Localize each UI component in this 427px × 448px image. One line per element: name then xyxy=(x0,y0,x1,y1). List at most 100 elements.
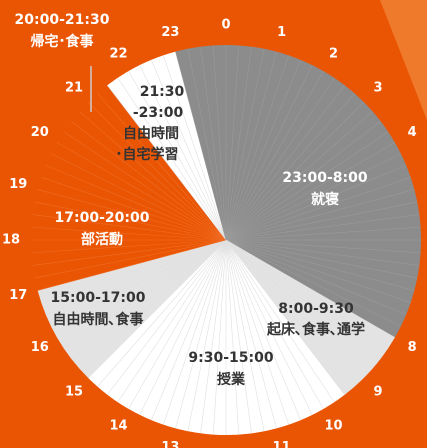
gridline xyxy=(50,239,227,327)
gridline xyxy=(34,201,227,241)
gridline xyxy=(97,93,227,241)
gridline xyxy=(225,239,335,403)
hour-label: 14 xyxy=(109,419,127,434)
segment-free2 xyxy=(107,51,226,240)
gridline xyxy=(225,239,389,349)
gridline xyxy=(32,214,227,241)
gridline xyxy=(107,85,227,241)
hour-label: 23 xyxy=(161,25,179,40)
gridline xyxy=(45,239,227,315)
segment-free1 xyxy=(37,240,226,378)
gridline xyxy=(225,48,265,241)
gridline xyxy=(225,101,365,241)
gridline xyxy=(56,239,227,338)
gridline xyxy=(225,239,381,359)
segment-morning xyxy=(226,240,395,395)
sleep-time-label: 23:00-8:00 xyxy=(282,170,367,186)
gridline xyxy=(225,239,415,291)
gridline xyxy=(175,239,227,429)
hour-label: 4 xyxy=(408,125,417,140)
gridline xyxy=(225,59,301,241)
sleep-activity-label: 就寝 xyxy=(311,191,339,208)
gridline xyxy=(151,239,227,421)
home-time-label: 20:00-21:30 xyxy=(15,12,110,28)
club-time-label: 17:00-20:00 xyxy=(55,210,150,226)
gridline xyxy=(63,239,227,349)
hour-label: 18 xyxy=(2,233,20,248)
gridline xyxy=(225,142,396,241)
gridline xyxy=(41,177,227,241)
gridline xyxy=(200,239,227,434)
segment-sleep xyxy=(175,44,421,338)
hour-label: 13 xyxy=(161,440,179,448)
gridline xyxy=(56,142,227,241)
gridline xyxy=(225,189,415,241)
gridline xyxy=(225,239,418,279)
class-time-label: 9:30-15:00 xyxy=(188,350,273,366)
gridline xyxy=(225,214,420,241)
gridline xyxy=(225,226,421,241)
schedule-segments xyxy=(31,44,421,435)
hour-label: 15 xyxy=(65,385,83,400)
gridline xyxy=(41,239,227,303)
gridline xyxy=(200,46,227,241)
hour-label: 8 xyxy=(408,340,417,355)
class-activity-label: 授業 xyxy=(217,371,246,388)
gridline xyxy=(34,239,227,279)
minute-gridlines xyxy=(31,45,421,435)
gridline xyxy=(225,93,355,241)
hour-label: 0 xyxy=(221,18,230,33)
gridline xyxy=(31,226,227,241)
gridline xyxy=(225,51,277,241)
segment-class xyxy=(88,240,345,435)
gridline xyxy=(32,239,227,266)
gridline xyxy=(212,239,227,435)
gridline xyxy=(151,59,227,241)
gridline xyxy=(117,77,227,241)
gridline xyxy=(175,51,227,241)
hour-label: 2 xyxy=(329,46,338,61)
gridline xyxy=(225,239,373,369)
gridline xyxy=(225,70,324,241)
gridline xyxy=(225,239,252,434)
free1-time-label: 15:00-17:00 xyxy=(51,290,146,306)
gridline xyxy=(225,239,420,266)
hour-label: 3 xyxy=(373,81,382,96)
gridline xyxy=(225,85,345,241)
hour-label: 10 xyxy=(324,419,342,434)
gridline xyxy=(87,239,227,379)
segment-home xyxy=(57,85,226,240)
gridline xyxy=(225,239,324,410)
morning-activity-label: 起床､食事､通学 xyxy=(266,321,365,338)
gridline xyxy=(225,201,418,241)
hour-labels: 01234567891011121314151617181920212223 xyxy=(2,18,417,448)
free1-activity-label: 自由時間､食事 xyxy=(53,311,144,328)
gridline xyxy=(225,64,313,241)
gridline xyxy=(37,239,227,291)
free2-time-line1: 21:30 xyxy=(140,84,185,100)
free2-activity-line1: 自由時間 xyxy=(123,125,179,142)
gridline xyxy=(225,131,389,241)
gridline xyxy=(225,239,301,421)
gridline xyxy=(117,239,227,403)
gridline xyxy=(225,239,240,435)
gridline xyxy=(79,239,227,369)
gridline xyxy=(225,46,252,241)
gridline xyxy=(225,239,355,387)
gridline xyxy=(71,121,227,241)
hour-label: 17 xyxy=(9,288,27,303)
club-activity-label: 部活動 xyxy=(81,231,123,248)
gridline xyxy=(128,70,227,241)
hour-label: 9 xyxy=(373,385,382,400)
gridline xyxy=(225,239,411,303)
gridline xyxy=(50,153,227,241)
gridline xyxy=(225,111,373,241)
free2-activity-line2: ･自宅学習 xyxy=(116,146,179,163)
hour-label: 11 xyxy=(273,440,291,448)
free2-time-line2: -23:00 xyxy=(133,105,184,121)
hour-label: 16 xyxy=(31,340,49,355)
gridline xyxy=(31,239,227,254)
gridline xyxy=(187,48,227,241)
gridline xyxy=(87,101,227,241)
